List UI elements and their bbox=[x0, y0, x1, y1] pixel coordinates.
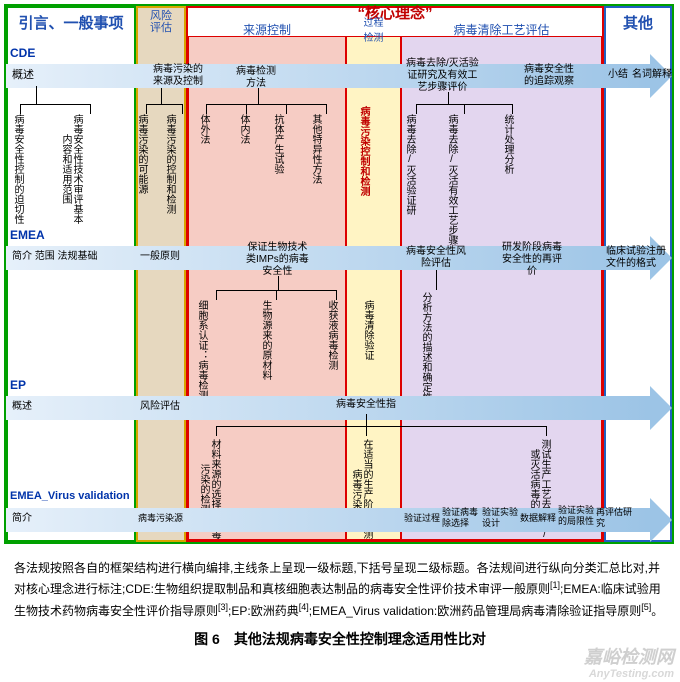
header-other: 其他 bbox=[604, 6, 672, 38]
caption-p4: ;EMEA_Virus validation:欧洲药品管理局病毒清除验证指导原则 bbox=[309, 604, 642, 618]
cde-risk-leaf-1: 病毒污染的控制和检测 bbox=[164, 114, 175, 214]
emea-band-left: 简介 范围 法规基础 bbox=[12, 251, 98, 263]
emea-src-leaf-1: 生物源来的原材料 bbox=[260, 300, 271, 380]
cde-clear-leaf-1: 病毒去除/灭活有效工艺步骤评价 bbox=[446, 114, 457, 265]
cde-clear-leaf-2: 统计处理分析 bbox=[502, 114, 513, 174]
cde-src-root: 病毒检测 方法 bbox=[236, 66, 276, 90]
emea-src-leaf-0: 细胞系认证：病毒检测 bbox=[196, 300, 207, 400]
figure-caption: 各法规按照各自的框架结构进行横向编排,主线条上呈现一级标题,下括号呈现二级标题。… bbox=[0, 548, 680, 629]
header-src: 来源控制 bbox=[188, 20, 346, 38]
ep-band-left: 概述 bbox=[12, 401, 32, 413]
cde-clear-root2: 病毒安全性 的追踪观察 bbox=[524, 64, 574, 88]
caption-s3: [4] bbox=[299, 602, 309, 612]
emea-proc-leaf-1: 病毒清除验证 bbox=[362, 300, 373, 360]
cde-clear-leaf-0: 病毒去除/灭活验证研 bbox=[404, 114, 415, 215]
virus-clear-col bbox=[401, 36, 602, 540]
emeav-clear-0: 验证过程 bbox=[404, 513, 440, 524]
cde-src-leaf-1: 体内法 bbox=[238, 114, 249, 144]
cde-src-leaf-3: 其他特异性方法 bbox=[310, 114, 321, 184]
header-proc: 过程 检测 bbox=[346, 18, 401, 40]
cde-risk-leaf-0: 病毒污染的可能源 bbox=[136, 114, 147, 194]
emeav-risk-leaf: 病毒污染源 bbox=[138, 513, 183, 524]
cde-other-1: 名词解释 bbox=[632, 69, 672, 81]
emeav-clear-2: 验证实验设计 bbox=[482, 507, 518, 529]
caption-p5: 。 bbox=[651, 604, 663, 618]
ep-arrow-band bbox=[6, 396, 650, 420]
ep-arrow-tip bbox=[650, 386, 672, 430]
watermark: 嘉峪检测网 AnyTesting.com bbox=[584, 648, 674, 680]
header-intro: 引言、一般事项 bbox=[6, 6, 136, 38]
emea-proc-leaf-0: 收获液病毒检测 bbox=[326, 300, 337, 370]
emeav-band-left: 简介 bbox=[12, 513, 32, 525]
caption-s4: [5] bbox=[641, 602, 651, 612]
emeav-clear-3: 数据解释 bbox=[520, 513, 556, 524]
cde-risk-root: 病毒污染的 来源及控制 bbox=[138, 64, 218, 88]
cde-src-leaf-0: 体外法 bbox=[198, 114, 209, 144]
emea-clear-root2: 研发阶段病毒 安全性的再评 价 bbox=[502, 242, 562, 278]
emeav-arrow-tip bbox=[650, 498, 672, 542]
emea-label: EMEA bbox=[10, 228, 45, 242]
regulation-comparison-chart: 引言、一般事项 风险 评估 “核心理念” 来源控制 过程 检测 病毒清除工艺评估… bbox=[4, 4, 674, 544]
emeav-clear-5: 再评估研究 bbox=[596, 507, 632, 529]
cde-intro-leaf-1: 病毒安全性技术审评基本内容和适用范围 bbox=[60, 114, 82, 224]
header-risk: 风险 评估 bbox=[136, 6, 186, 38]
cde-label: CDE bbox=[10, 46, 35, 60]
watermark-line1: 嘉峪检测网 bbox=[584, 648, 674, 668]
emea-risk-leaf: 一般原则 bbox=[140, 251, 180, 263]
figure-title: 图 6 其他法规病毒安全性控制理念适用性比对 bbox=[0, 629, 680, 657]
cde-clear-root1: 病毒去除/灭活验 证研究及有效工 艺步骤评价 bbox=[406, 58, 479, 94]
ep-label: EP bbox=[10, 378, 26, 392]
cde-band-left: 概述 bbox=[12, 69, 34, 82]
caption-s2: [3] bbox=[218, 602, 228, 612]
emeav-label: EMEA_Virus validation bbox=[10, 490, 130, 502]
caption-s1: [1] bbox=[550, 580, 560, 590]
header-clear: 病毒清除工艺评估 bbox=[401, 20, 602, 38]
emea-other-leaf: 临床试验注册 文件的格式 bbox=[606, 246, 666, 270]
emeav-clear-4: 验证实验的局限性 bbox=[558, 505, 594, 527]
ep-mid-root: 病毒安全性指 bbox=[336, 399, 396, 411]
ep-risk-leaf: 风险评估 bbox=[140, 401, 180, 413]
emea-clear-leaf-0: 分析方法的描述和确定性 bbox=[420, 292, 431, 402]
caption-p3: ;EP:欧洲药典 bbox=[228, 604, 299, 618]
cde-other-0: 小结 bbox=[608, 69, 628, 81]
watermark-line2: AnyTesting.com bbox=[584, 668, 674, 680]
emea-clear-root1: 病毒安全性风 险评估 bbox=[406, 246, 466, 270]
cde-proc-leaf: 病毒污染控制和检测 bbox=[358, 106, 369, 196]
cde-intro-leaf-0: 病毒安全性控制的迫切性 bbox=[12, 114, 23, 224]
cde-src-leaf-2: 抗体产生试验 bbox=[272, 114, 283, 174]
emeav-clear-1: 验证病毒除选择 bbox=[442, 507, 480, 529]
emea-src-root: 保证生物技术 类IMPs的病毒 安全性 bbox=[246, 242, 309, 278]
